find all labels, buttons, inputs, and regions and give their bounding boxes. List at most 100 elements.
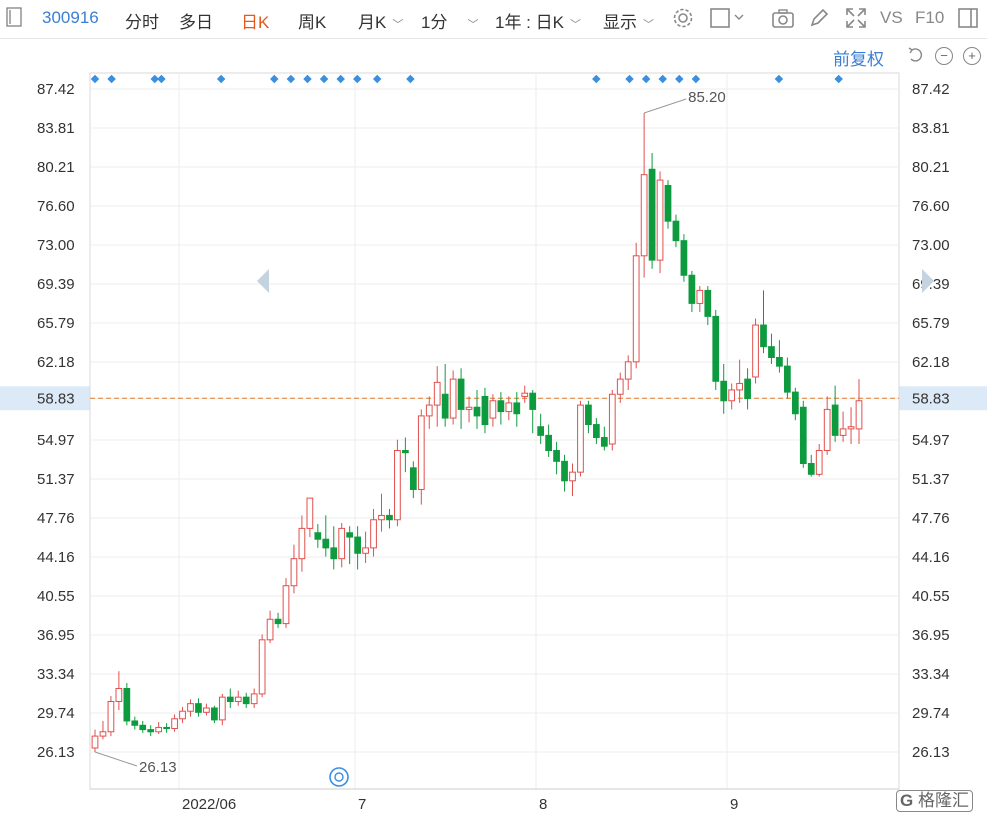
- event-marker-icon: [675, 74, 684, 84]
- y-tick-label-right: 33.34: [912, 666, 950, 683]
- tab-intraday[interactable]: 分时: [125, 13, 159, 32]
- tab-1min[interactable]: 1分 ﹀: [421, 8, 478, 33]
- y-tick-label-left: 44.16: [37, 549, 75, 566]
- candle-body: [306, 497, 314, 529]
- candle-body: [171, 718, 178, 730]
- candle-body: [298, 527, 306, 560]
- watermark-logo: G 格隆汇: [896, 790, 973, 812]
- plot-frame: [89, 72, 900, 790]
- max-price-label: 85.20: [688, 89, 726, 106]
- candle-body: [226, 696, 234, 702]
- event-marker-icon: [774, 74, 784, 84]
- y-tick-label-left: 58.83: [37, 390, 75, 407]
- candle-body: [624, 361, 632, 380]
- tab-weekly-k[interactable]: 周K: [298, 13, 327, 32]
- candle-body: [266, 618, 274, 641]
- event-marker-icon: [286, 74, 296, 84]
- candle-body: [179, 710, 186, 720]
- y-tick-label-right: 29.74: [912, 705, 950, 722]
- candle-body: [696, 289, 704, 304]
- y-tick-label-left: 80.21: [37, 159, 75, 176]
- chevron-down-icon: ﹀: [643, 19, 654, 31]
- vs-button[interactable]: VS: [880, 8, 903, 27]
- y-tick-label-right: 73.00: [912, 237, 950, 254]
- event-marker-icon: [592, 74, 601, 84]
- panel-toggle-icon[interactable]: [6, 7, 22, 32]
- candle-body: [561, 460, 568, 482]
- reset-icon[interactable]: [907, 46, 925, 69]
- event-marker-icon: [658, 74, 667, 84]
- y-tick-label-left: 69.39: [37, 276, 75, 293]
- tab-daily-k[interactable]: 日K: [241, 13, 270, 32]
- event-marker-icon: [270, 74, 279, 84]
- candle-body: [378, 514, 385, 521]
- x-tick-label: 8: [539, 796, 547, 813]
- stock-code[interactable]: 300916: [42, 8, 99, 27]
- candle-body: [855, 400, 863, 430]
- display-menu[interactable]: 显示 ﹀: [603, 8, 654, 33]
- settings-gear-icon[interactable]: [672, 7, 694, 29]
- tab-multiday[interactable]: 多日: [179, 13, 213, 32]
- candle-body: [258, 639, 266, 695]
- y-tick-label-left: 65.79: [37, 315, 75, 332]
- event-q-icon: [329, 767, 349, 787]
- candle-body: [314, 532, 322, 540]
- candle-body: [600, 437, 608, 447]
- event-marker-icon: [336, 74, 345, 84]
- candle-body: [163, 726, 170, 730]
- candle-body: [346, 532, 354, 538]
- pencil-icon[interactable]: [808, 7, 830, 29]
- event-marker-icon: [641, 74, 651, 84]
- chevron-down-icon: ﹀: [569, 19, 581, 31]
- candle-body: [768, 346, 775, 358]
- candle-body: [123, 688, 131, 722]
- candle-body: [195, 703, 202, 713]
- period-selector[interactable]: 1年 : 日K ﹀: [495, 8, 581, 33]
- event-marker-icon: [150, 74, 160, 84]
- x-tick-label: 7: [358, 796, 366, 813]
- y-tick-label-left: 76.60: [37, 198, 75, 215]
- y-tick-label-right: 69.39: [912, 276, 950, 293]
- zoom-in-icon[interactable]: +: [963, 47, 981, 65]
- candle-body: [409, 467, 417, 490]
- chevron-down-icon: ﹀: [467, 19, 479, 31]
- y-tick-label-right: 83.81: [912, 120, 950, 137]
- candle-body: [839, 428, 847, 436]
- adjust-mode-button[interactable]: 前复权: [833, 50, 884, 69]
- candle-body: [553, 450, 560, 462]
- y-tick-label-left: 51.37: [37, 471, 75, 488]
- chevron-down-icon: ﹀: [392, 19, 404, 31]
- y-tick-label-left: 62.18: [37, 354, 75, 371]
- event-marker-icon: [157, 74, 166, 84]
- checkbox-dropdown[interactable]: [710, 7, 746, 29]
- candle-body: [823, 408, 831, 452]
- side-panel-icon[interactable]: [957, 7, 979, 29]
- fullscreen-icon[interactable]: [845, 7, 867, 29]
- y-tick-label-left: 33.34: [37, 666, 75, 683]
- event-marker-icon: [303, 74, 312, 84]
- f10-button[interactable]: F10: [915, 8, 945, 27]
- candle-body: [752, 324, 759, 378]
- zoom-out-icon[interactable]: −: [935, 47, 953, 65]
- y-tick-label-right: 44.16: [912, 549, 950, 566]
- tab-monthly-k-label: 月K: [358, 13, 387, 32]
- candle-body: [672, 220, 680, 242]
- y-tick-label-left: 73.00: [37, 237, 75, 254]
- candle-body: [274, 618, 282, 625]
- y-tick-label-right: 47.76: [912, 510, 950, 527]
- min-pointer: [94, 751, 138, 767]
- candle-body: [218, 696, 226, 721]
- candle-body: [608, 393, 616, 445]
- camera-icon[interactable]: [771, 7, 794, 29]
- candle-body: [330, 547, 338, 560]
- y-tick-label-left: 29.74: [37, 705, 75, 722]
- candle-body: [537, 426, 545, 436]
- candle-body: [831, 404, 839, 436]
- candle-body: [473, 406, 481, 417]
- y-tick-label-right: 40.55: [912, 588, 950, 605]
- event-q-inner: [334, 772, 344, 782]
- tab-monthly-k[interactable]: 月K ﹀: [358, 8, 403, 33]
- y-tick-label-right: 54.97: [912, 432, 950, 449]
- x-tick-label: 2022/06: [182, 796, 236, 813]
